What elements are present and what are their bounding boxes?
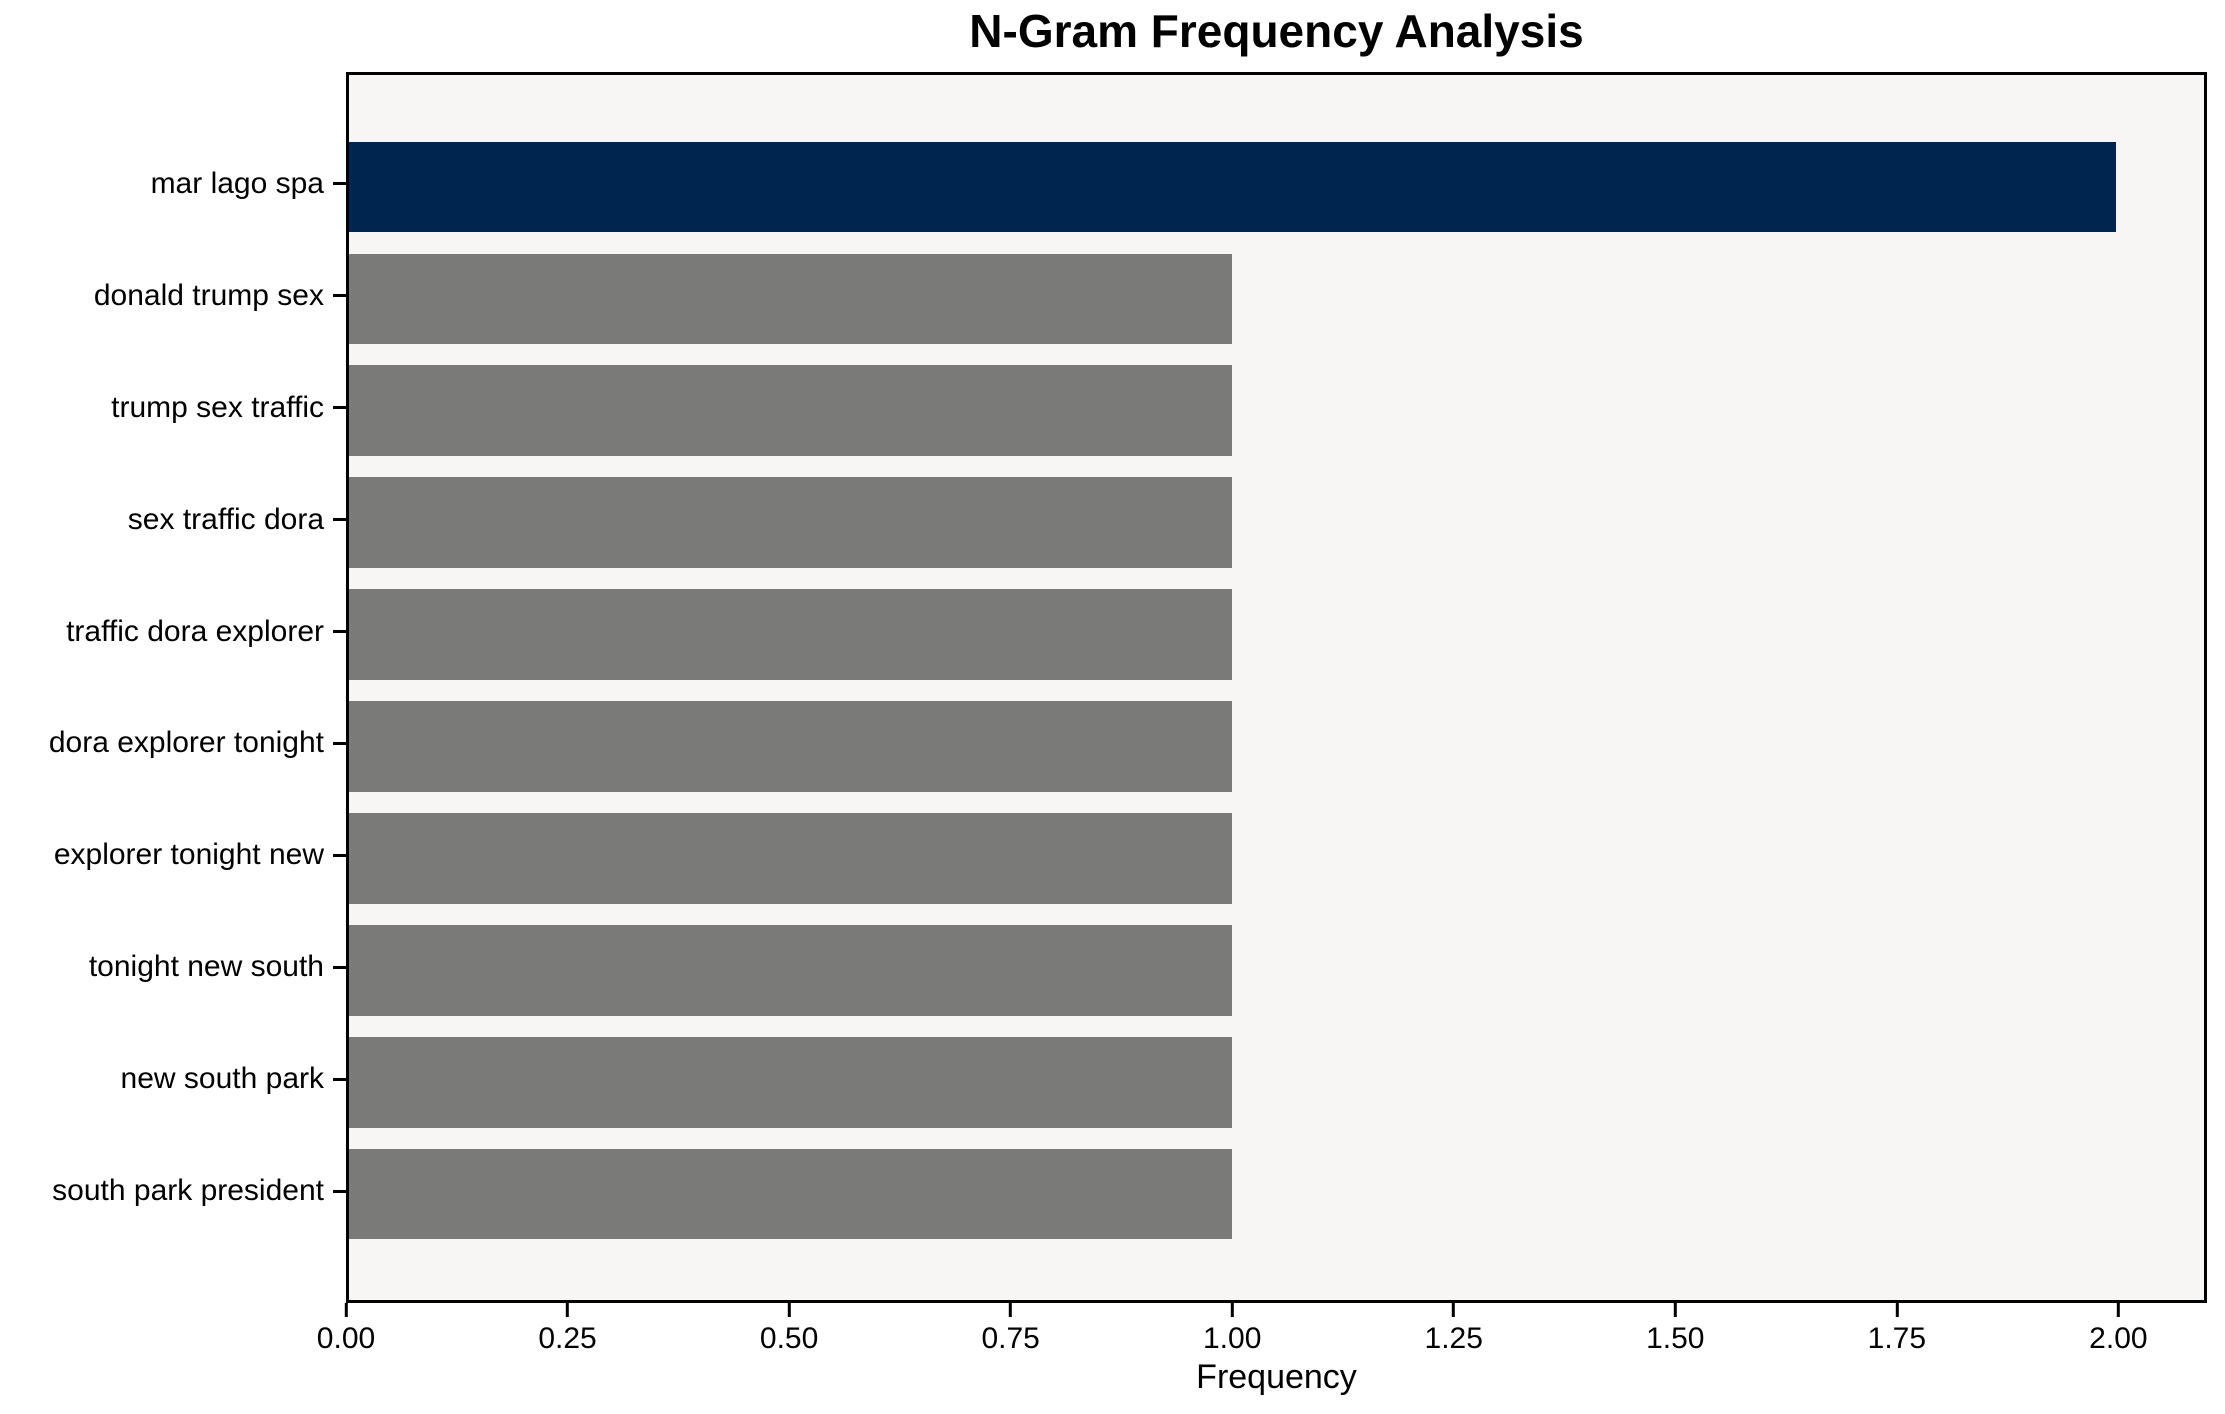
y-axis-label-row: donald trump sex bbox=[0, 240, 346, 352]
y-tick-mark bbox=[333, 518, 346, 522]
y-tick-mark bbox=[333, 182, 346, 186]
bar-explorer-tonight-new bbox=[349, 813, 1233, 904]
y-axis-label-row: new south park bbox=[0, 1023, 346, 1135]
bar-sex-traffic-dora bbox=[349, 477, 1233, 568]
x-tick-mark bbox=[344, 1303, 348, 1317]
x-tick-mark bbox=[787, 1303, 791, 1317]
bar-row bbox=[349, 1138, 2204, 1250]
x-tick: 2.00 bbox=[2089, 1303, 2148, 1356]
x-tick: 1.50 bbox=[1646, 1303, 1704, 1356]
y-axis-label-row: dora explorer tonight bbox=[0, 688, 346, 800]
plot-area bbox=[346, 72, 2207, 1303]
y-axis-label: tonight new south bbox=[88, 950, 324, 984]
y-axis-label: donald trump sex bbox=[93, 278, 324, 312]
y-axis-label-row: tonight new south bbox=[0, 911, 346, 1023]
y-axis-label-row: south park president bbox=[0, 1135, 346, 1247]
bar-row bbox=[349, 691, 2204, 803]
x-tick-label: 0.75 bbox=[981, 1322, 1040, 1355]
x-tick-mark bbox=[1673, 1303, 1677, 1317]
y-axis-label: dora explorer tonight bbox=[48, 726, 324, 760]
y-axis-label: traffic dora explorer bbox=[66, 614, 324, 648]
bar-row bbox=[349, 243, 2204, 355]
y-axis-label: trump sex traffic bbox=[111, 390, 324, 424]
x-tick-label: 1.50 bbox=[1646, 1322, 1705, 1355]
x-axis: 0.00 0.25 0.50 0.75 1.00 1.25 1.50 1.75 2.00 bbox=[317, 1303, 2207, 1373]
y-tick-mark bbox=[333, 1189, 346, 1193]
x-tick-label: 0.25 bbox=[538, 1322, 597, 1355]
bar-row bbox=[349, 802, 2204, 914]
bar-donald-trump-sex bbox=[349, 253, 1233, 345]
bar-south-park-president bbox=[349, 1148, 1233, 1240]
bar-row bbox=[349, 579, 2204, 691]
x-tick: 1.75 bbox=[1868, 1303, 1926, 1356]
y-tick-mark bbox=[333, 853, 346, 857]
x-tick-mark bbox=[1895, 1303, 1899, 1317]
bar-dora-explorer-tonight bbox=[349, 701, 1233, 792]
y-tick-mark bbox=[333, 294, 346, 298]
y-axis-label-row: traffic dora explorer bbox=[0, 576, 346, 688]
x-tick: 1.25 bbox=[1425, 1303, 1483, 1356]
y-axis-label: sex traffic dora bbox=[127, 502, 324, 536]
x-tick-mark bbox=[566, 1303, 570, 1317]
bar-row bbox=[349, 131, 2204, 243]
y-axis-label-row: explorer tonight new bbox=[0, 799, 346, 911]
bar-row bbox=[349, 467, 2204, 579]
bar-mar-lago-spa bbox=[349, 141, 2116, 233]
y-axis-label: mar lago spa bbox=[150, 166, 324, 200]
y-axis-labels: mar lago spa donald trump sex trump sex tr… bbox=[0, 72, 346, 1303]
bar-tonight-new-south bbox=[349, 924, 1233, 1016]
x-tick-label: 1.25 bbox=[1424, 1322, 1483, 1355]
bar-traffic-dora-explorer bbox=[349, 589, 1233, 680]
bar-row bbox=[349, 1026, 2204, 1138]
x-tick: 1.00 bbox=[1203, 1303, 1261, 1356]
x-tick-label: 0.00 bbox=[316, 1322, 376, 1355]
x-tick: 0.50 bbox=[760, 1303, 818, 1356]
bar-trump-sex-traffic bbox=[349, 365, 1233, 457]
y-axis-label: south park president bbox=[52, 1174, 324, 1208]
y-axis-label-row: sex traffic dora bbox=[0, 464, 346, 576]
y-axis-label-row: trump sex traffic bbox=[0, 352, 346, 464]
bar-row bbox=[349, 914, 2204, 1026]
x-tick-label: 0.50 bbox=[759, 1322, 819, 1355]
x-tick-label: 2.00 bbox=[2089, 1322, 2148, 1355]
x-tick-label: 1.75 bbox=[1867, 1322, 1927, 1355]
x-axis-title: Frequency bbox=[1196, 1358, 1357, 1396]
x-tick: 0.75 bbox=[981, 1303, 1040, 1356]
x-tick-mark bbox=[1230, 1303, 1234, 1317]
y-axis-label: explorer tonight new bbox=[53, 838, 324, 872]
y-axis-label-row: mar lago spa bbox=[0, 128, 346, 240]
bar-row bbox=[349, 355, 2204, 467]
x-tick: 0.25 bbox=[538, 1303, 597, 1356]
x-tick-mark bbox=[2116, 1303, 2120, 1317]
y-tick-mark bbox=[333, 741, 346, 745]
y-tick-mark bbox=[333, 965, 346, 969]
x-tick-label: 1.00 bbox=[1202, 1322, 1262, 1355]
bars-container bbox=[349, 131, 2204, 1250]
y-axis-label: new south park bbox=[120, 1062, 324, 1096]
x-tick-mark bbox=[1009, 1303, 1013, 1317]
chart-title: N-Gram Frequency Analysis bbox=[969, 5, 1584, 57]
bar-new-south-park bbox=[349, 1036, 1233, 1128]
x-tick-mark bbox=[1452, 1303, 1456, 1317]
x-tick: 0.00 bbox=[317, 1303, 375, 1356]
y-tick-mark bbox=[333, 406, 346, 410]
y-tick-mark bbox=[333, 1077, 346, 1081]
y-tick-mark bbox=[333, 630, 346, 634]
